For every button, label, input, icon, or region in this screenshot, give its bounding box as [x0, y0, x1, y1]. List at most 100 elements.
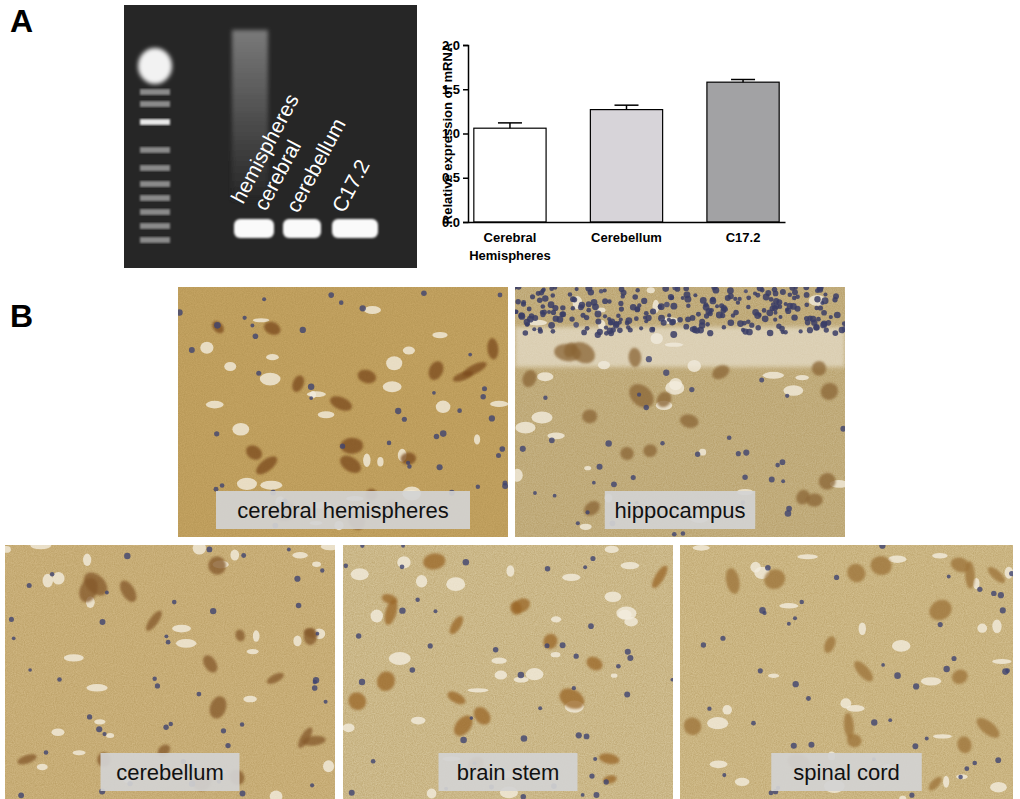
stained-cell [337, 452, 364, 477]
panel-caption: cerebral hemispheres [237, 498, 449, 523]
granule-nucleus [722, 325, 726, 329]
granule-nucleus [560, 311, 566, 317]
granule-nucleus [635, 288, 639, 292]
granule-nucleus [823, 293, 827, 297]
granule-nucleus [710, 297, 717, 304]
vacuole [526, 668, 544, 680]
vacuole [30, 545, 51, 549]
nucleus [310, 783, 314, 787]
nucleus [225, 743, 230, 748]
granule-nucleus [579, 302, 585, 308]
nucleus [328, 292, 334, 298]
vacuole [403, 347, 415, 355]
nucleus [581, 793, 585, 797]
nucleus [343, 564, 348, 569]
stained-cell [117, 578, 140, 605]
nucleus [242, 316, 246, 320]
ladder-band [138, 48, 172, 84]
stained-cell [761, 566, 789, 593]
vacuole [5, 546, 11, 553]
nucleus [585, 510, 589, 514]
stained-cell [541, 632, 559, 651]
vacuole [312, 561, 321, 566]
granule-nucleus [778, 315, 782, 319]
stained-cell [400, 452, 417, 466]
x-tick: CerebralHemispheres [469, 222, 551, 263]
granule-nucleus [668, 294, 674, 300]
nucleus [360, 545, 364, 548]
vacuole [693, 545, 710, 551]
nucleus [294, 576, 300, 582]
nucleus [977, 587, 982, 592]
micrograph [178, 287, 508, 537]
vacuole [411, 717, 425, 725]
granule-nucleus [683, 324, 689, 330]
vacuole [992, 659, 1011, 664]
sample-band [332, 219, 378, 238]
nucleus [309, 396, 313, 400]
granule-nucleus [569, 316, 574, 321]
vacuole [735, 778, 750, 786]
tissue [515, 287, 845, 537]
nucleus [172, 600, 177, 605]
vacuole [647, 287, 655, 293]
vacuole [94, 719, 105, 724]
stained-cell [985, 564, 1007, 585]
granule-nucleus [539, 290, 544, 295]
bar [474, 128, 546, 222]
ladder-band [140, 101, 170, 107]
nucleus [947, 575, 951, 579]
granule-nucleus [703, 302, 708, 307]
stained-cell [926, 596, 956, 625]
error-bar-cap [615, 104, 639, 106]
nucleus [624, 692, 630, 698]
nucleus [592, 481, 596, 485]
vacuole [293, 636, 301, 647]
vacuole [224, 362, 236, 371]
stained-cell [382, 598, 400, 626]
nucleus [489, 415, 495, 421]
granule-nucleus [532, 327, 536, 331]
vacuole [260, 373, 281, 386]
nucleus [791, 743, 797, 749]
granule-nucleus [807, 327, 813, 333]
granule-nucleus [705, 322, 710, 327]
nucleus [27, 583, 32, 588]
granule-nucleus [595, 310, 602, 317]
vacuole [86, 684, 107, 691]
stained-cell [581, 498, 603, 519]
vacuole [363, 454, 370, 467]
granule-nucleus [581, 313, 586, 318]
nucleus [572, 686, 576, 690]
granule-nucleus [746, 329, 753, 336]
nucleus [1009, 571, 1013, 576]
granule-nucleus [755, 325, 760, 330]
nucleus [894, 672, 901, 679]
granule-nucleus [641, 298, 647, 304]
nucleus [549, 438, 555, 444]
granule-nucleus [632, 294, 638, 300]
stained-cell [624, 379, 658, 412]
vacuole [495, 671, 508, 680]
stained-cell [710, 362, 732, 382]
granule-nucleus [602, 298, 608, 304]
stained-cell [374, 669, 398, 694]
granule-nucleus [684, 296, 691, 303]
stained-cell [450, 712, 476, 740]
granule-nucleus [741, 328, 745, 332]
granule-nucleus [842, 321, 845, 326]
nucleus [964, 766, 969, 771]
granule-nucleus [551, 293, 556, 298]
nucleus [1002, 668, 1009, 675]
vacuole [383, 381, 402, 392]
nucleus [584, 734, 590, 740]
nucleus [672, 287, 678, 290]
granule-nucleus [677, 317, 683, 323]
y-tick-mark [463, 222, 468, 224]
nucleus [627, 655, 633, 661]
granule-nucleus [613, 321, 619, 327]
granule-nucleus [804, 292, 810, 298]
granule-nucleus [792, 289, 798, 295]
nucleus [576, 521, 580, 525]
nucleus [207, 547, 213, 553]
